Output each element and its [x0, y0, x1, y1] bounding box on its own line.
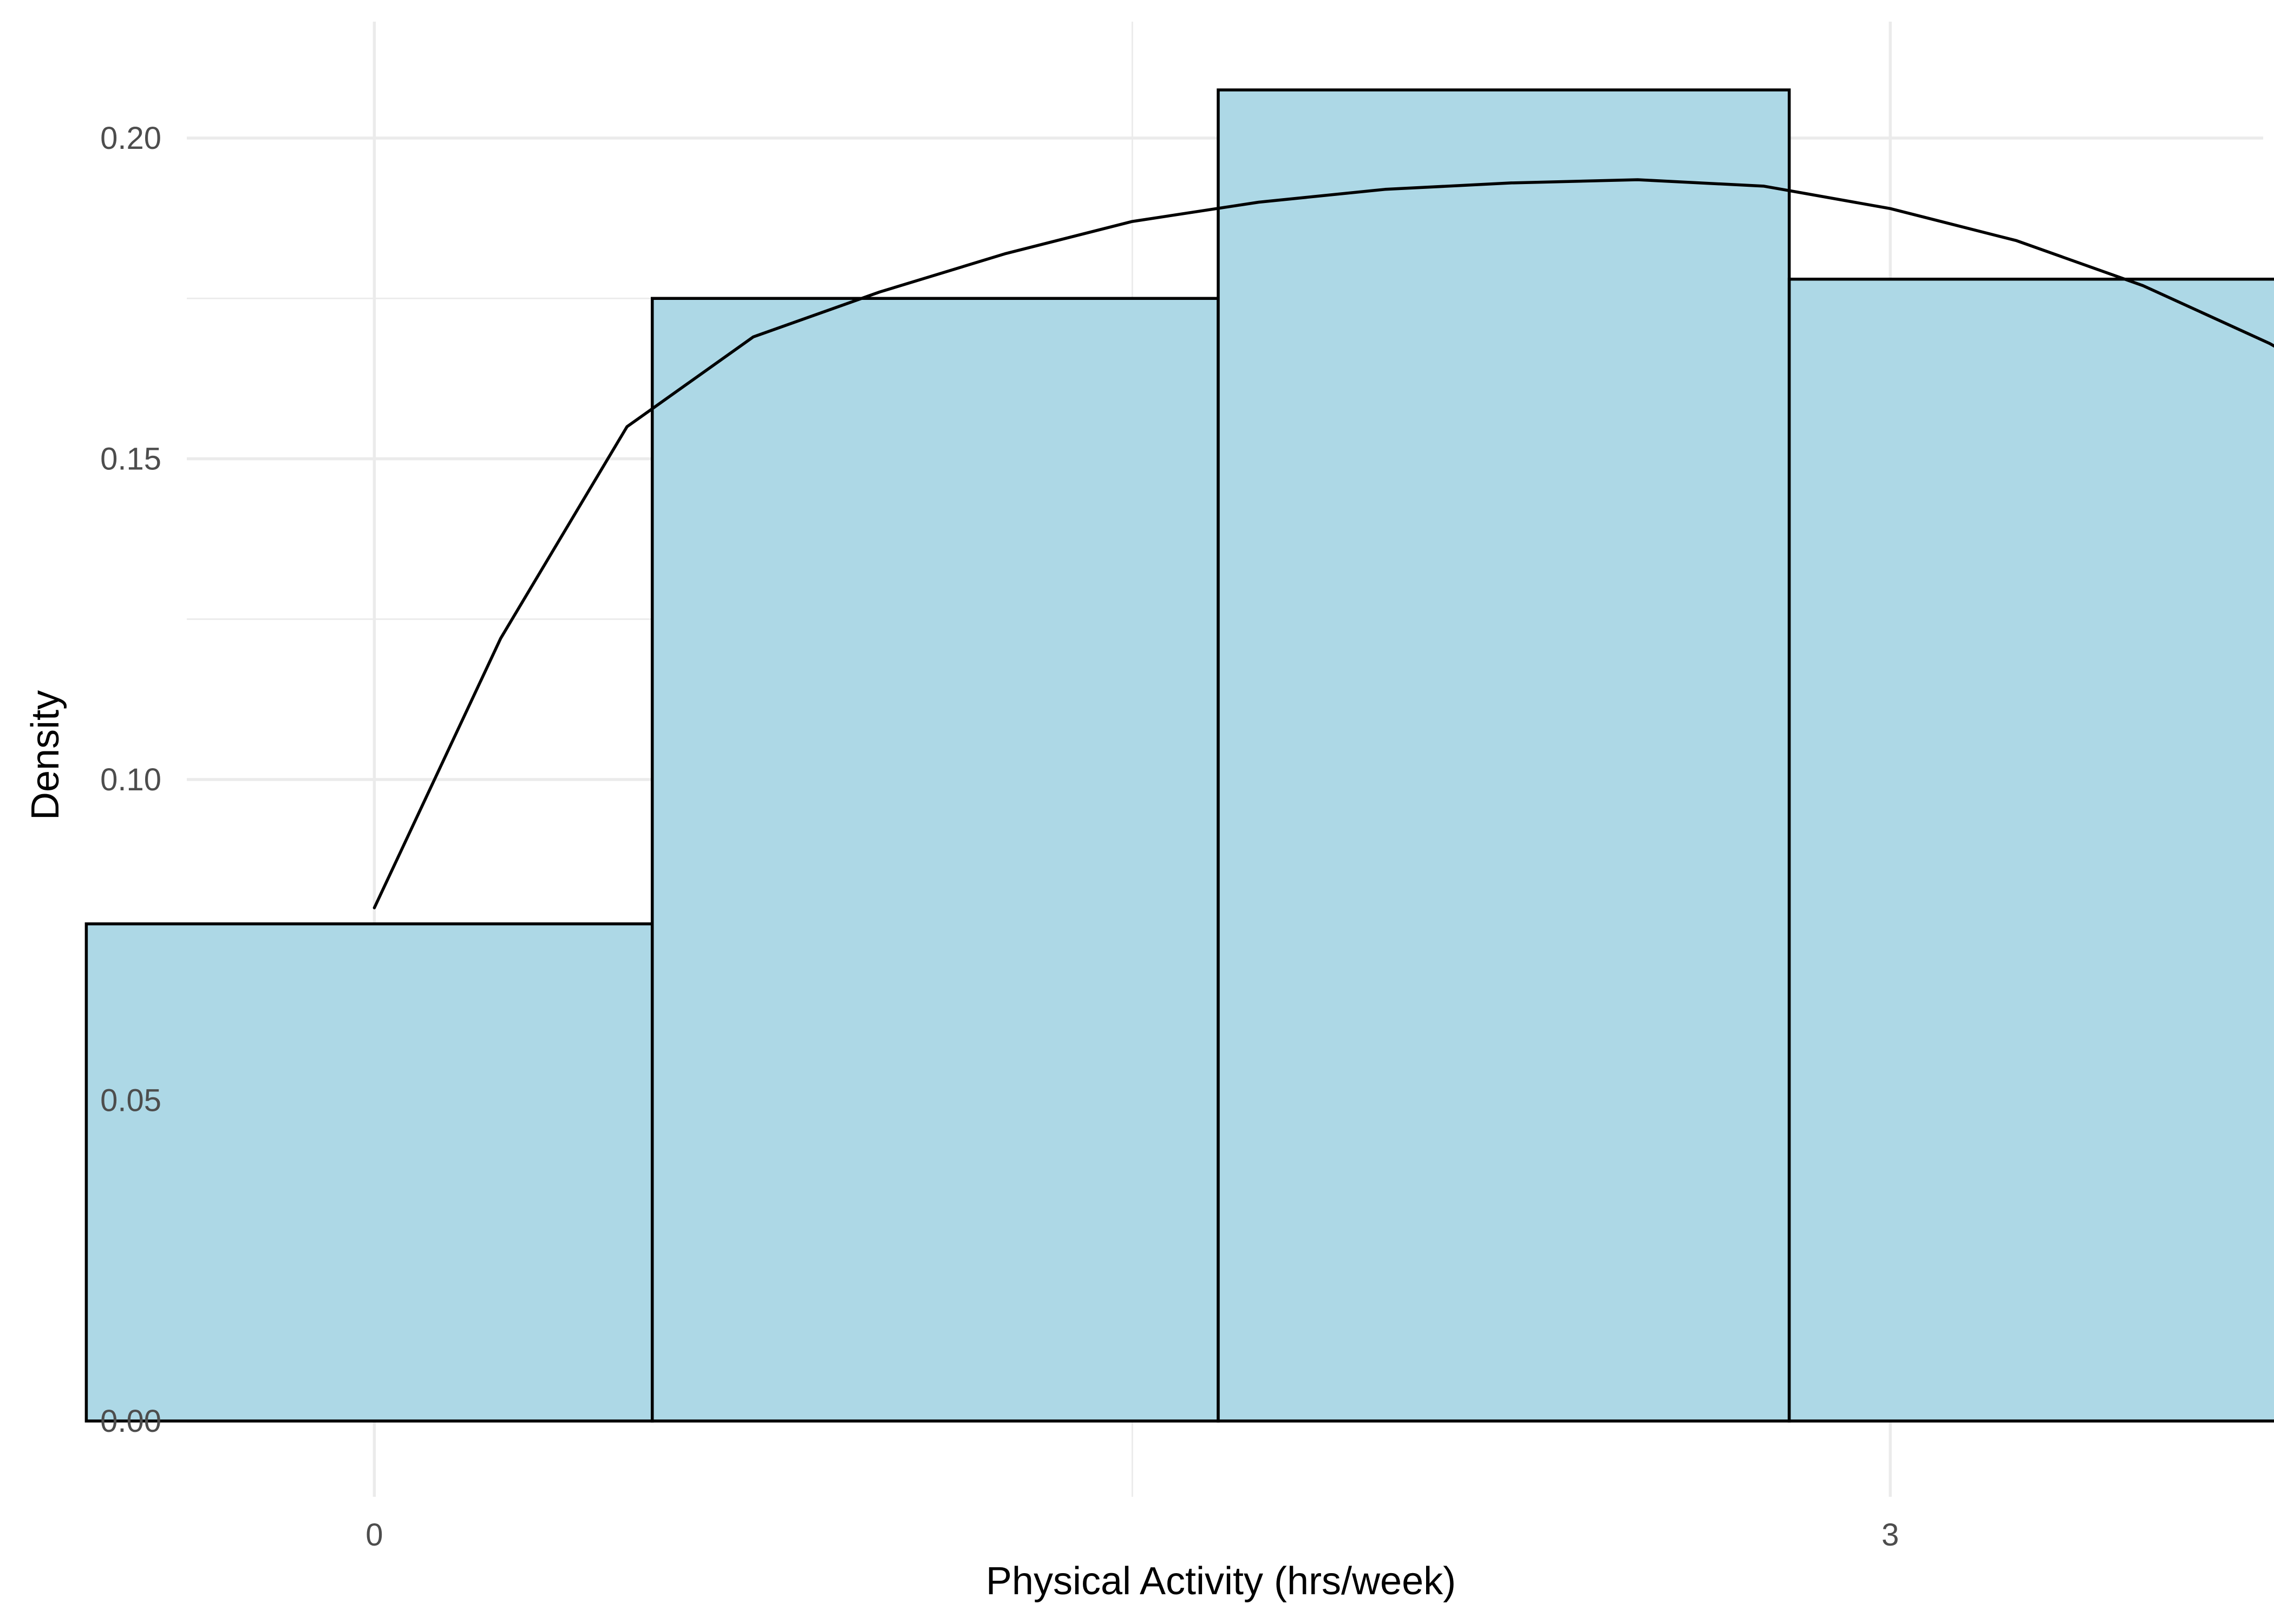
- y-tick-label: 0.10: [100, 762, 161, 797]
- x-tick-label: 3: [1881, 1517, 1899, 1553]
- y-tick-label: 0.00: [100, 1404, 161, 1439]
- y-tick-label: 0.15: [100, 442, 161, 477]
- histogram-bar: [84, 922, 654, 1423]
- y-axis-title: Density: [24, 690, 67, 820]
- histogram-bar: [1787, 277, 2274, 1423]
- density-curve: [373, 178, 2274, 909]
- histogram-bars: [84, 88, 2274, 1423]
- y-axis-ticks: 0.00 0.05 0.10 0.15 0.20: [100, 121, 161, 1439]
- histogram-bar: [650, 297, 1220, 1423]
- histogram-bar: [1217, 88, 1791, 1423]
- x-axis-ticks: 0369: [365, 1517, 1899, 1553]
- y-tick-label: 0.20: [100, 121, 161, 156]
- x-axis-title: Physical Activity (hrs/week): [986, 1560, 1456, 1603]
- x-tick-label: 0: [365, 1517, 383, 1553]
- y-tick-label: 0.05: [100, 1083, 161, 1118]
